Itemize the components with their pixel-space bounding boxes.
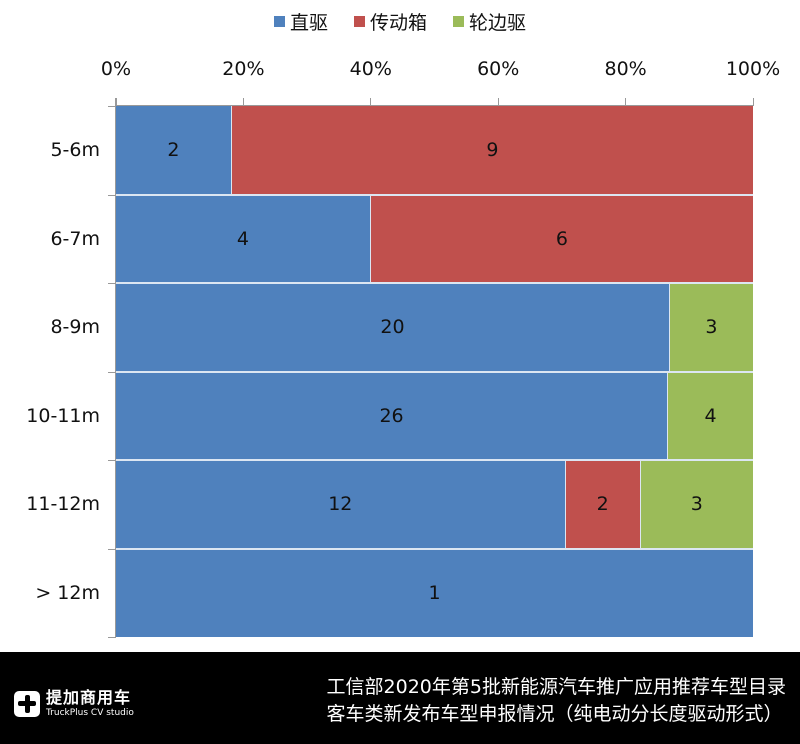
x-tick-label: 20% <box>222 58 265 80</box>
bar-row: 1 <box>116 548 753 637</box>
y-tick-mark <box>108 194 116 196</box>
plot-area: 2 9 4 6 20 3 26 4 12 2 3 1 <box>116 106 753 637</box>
bar-segment: 20 <box>116 283 670 372</box>
bar-row: 26 4 <box>116 371 753 460</box>
x-axis-line <box>116 105 753 106</box>
bar-segment: 9 <box>231 106 753 195</box>
x-tick-label: 0% <box>100 58 132 80</box>
y-category-label: 11-12m <box>26 493 100 516</box>
bar-segment: 4 <box>668 371 753 460</box>
legend-label: 传动箱 <box>369 12 427 34</box>
y-axis-line <box>115 98 116 638</box>
bar-segment: 4 <box>116 194 371 283</box>
legend-swatch-icon <box>353 16 365 27</box>
x-tick-label: 60% <box>477 58 520 80</box>
bar-segment: 2 <box>116 106 232 195</box>
bar-segment: 6 <box>370 194 753 283</box>
legend-item: 轮边驱 <box>453 8 526 35</box>
row-separator <box>116 193 753 196</box>
brand-logo: 提加商用车 TruckPlus CV studio <box>14 690 134 718</box>
bar-segment: 3 <box>669 283 753 372</box>
x-tick-label: 40% <box>349 58 392 80</box>
chart-title: 工信部2020年第5批新能源汽车推广应用推荐车型目录 客车类新发布车型申报情况（… <box>327 674 786 728</box>
bar-segment: 26 <box>116 371 669 460</box>
legend-label: 直驱 <box>289 12 328 34</box>
logo-chinese-name: 提加商用车 <box>46 688 132 707</box>
y-category-label: 6-7m <box>50 227 100 250</box>
y-category-label: 10-11m <box>26 404 100 427</box>
y-axis-labels: 5-6m 6-7m 8-9m 10-11m 11-12m > 12m <box>0 106 100 637</box>
chart-legend: 直驱 传动箱 轮边驱 <box>0 8 800 35</box>
x-tick-mark <box>497 98 499 106</box>
bar-segment: 2 <box>565 460 641 549</box>
x-tick-mark <box>752 98 754 106</box>
y-category-label: 5-6m <box>50 139 100 162</box>
x-tick-mark <box>625 98 627 106</box>
x-tick-label: 100% <box>725 58 781 80</box>
footer-banner: 提加商用车 TruckPlus CV studio 工信部2020年第5批新能源… <box>0 652 800 744</box>
x-tick-mark <box>115 98 117 106</box>
row-separator <box>116 370 753 373</box>
row-separator <box>116 282 753 284</box>
legend-swatch-icon <box>453 16 464 27</box>
bar-segment: 1 <box>116 548 753 637</box>
y-tick-mark <box>108 371 116 373</box>
x-tick-mark <box>370 98 372 106</box>
bar-row: 12 2 3 <box>116 460 753 549</box>
chart-title-line-1: 工信部2020年第5批新能源汽车推广应用推荐车型目录 <box>326 676 786 698</box>
legend-item: 直驱 <box>273 8 328 35</box>
y-category-label: 8-9m <box>50 316 100 339</box>
y-tick-mark <box>108 460 116 461</box>
bar-segment: 12 <box>116 460 566 549</box>
y-tick-mark <box>108 106 116 107</box>
x-axis-labels: 0% 20% 40% 60% 80% 100% <box>0 58 800 82</box>
x-tick-label: 80% <box>604 58 647 80</box>
legend-swatch-icon <box>273 16 285 27</box>
y-category-label: > 12m <box>35 581 100 604</box>
row-separator <box>116 459 753 461</box>
legend-item: 传动箱 <box>353 8 427 35</box>
truckplus-logo-icon <box>14 691 40 717</box>
row-separator <box>116 547 753 550</box>
y-tick-mark <box>108 283 116 284</box>
bar-segment: 3 <box>640 460 753 549</box>
legend-label: 轮边驱 <box>469 12 527 34</box>
bar-row: 20 3 <box>116 283 753 372</box>
x-tick-mark <box>242 98 244 106</box>
logo-english-name: TruckPlus CV studio <box>46 708 134 718</box>
y-tick-mark <box>108 548 116 550</box>
chart-title-line-2: 客车类新发布车型申报情况（纯电动分长度驱动形式） <box>326 703 783 725</box>
y-tick-mark <box>108 637 116 638</box>
